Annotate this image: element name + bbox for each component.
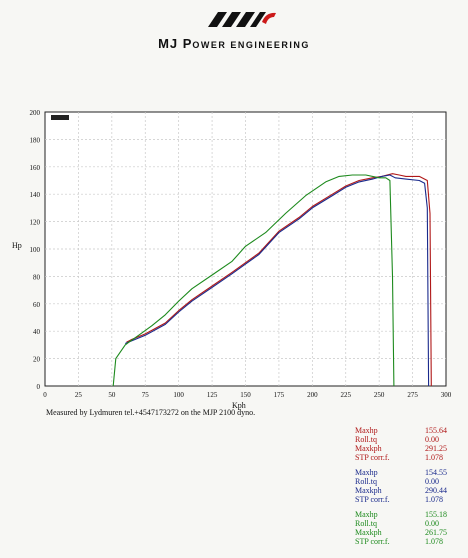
measurement-caption: Measured by Lydmuren tel.+4547173272 on … [46, 408, 256, 417]
stats-row: Maxkph 290.44 [355, 486, 465, 495]
brand-first: MJ [158, 36, 179, 51]
x-tick-label: 200 [307, 391, 318, 399]
y-axis-label: Hp [12, 241, 22, 250]
mjp-logo [208, 12, 276, 27]
stats-value: 1.078 [425, 537, 443, 546]
y-tick-label: 40 [33, 328, 41, 336]
x-tick-label: 225 [341, 391, 352, 399]
stats-label: Maxkph [355, 486, 382, 495]
x-tick-label: 50 [108, 391, 116, 399]
stats-value: 154.55 [425, 468, 447, 477]
stats-value: 1.078 [425, 495, 443, 504]
x-axis-label: Kph [232, 401, 246, 410]
x-tick-label: 150 [240, 391, 251, 399]
stats-label: STP corr.f. [355, 495, 390, 504]
y-tick-label: 140 [30, 191, 41, 199]
stats-label: STP corr.f. [355, 537, 390, 546]
brand-p: P [182, 36, 193, 51]
x-tick-label: 125 [207, 391, 218, 399]
stats-row: Roll.tq 0.00 [355, 519, 465, 528]
stats-row: Maxhp 154.55 [355, 468, 465, 477]
stats-value: 290.44 [425, 486, 447, 495]
y-tick-label: 120 [30, 219, 41, 227]
chart-corner-logo-icon [51, 115, 69, 120]
stats-value: 261.75 [425, 528, 447, 537]
stats-label: Maxhp [355, 426, 378, 435]
stats-value: 291.25 [425, 444, 447, 453]
y-tick-label: 0 [37, 383, 41, 391]
stats-label: STP corr.f. [355, 453, 390, 462]
stats-block-red: Maxhp 155.64 Roll.tq 0.00 Maxkph 291.25 STP co… [355, 426, 465, 462]
stats-label: Roll.tq [355, 477, 378, 486]
grid-lines [45, 112, 446, 386]
stats-row: Maxkph 261.75 [355, 528, 465, 537]
stats-row: Maxkph 291.25 [355, 444, 465, 453]
stats-row: Roll.tq 0.00 [355, 477, 465, 486]
stats-block-blue: Maxhp 154.55 Roll.tq 0.00 Maxkph 290.44 STP co… [355, 468, 465, 504]
stats-value: 0.00 [425, 519, 439, 528]
stats-label: Maxhp [355, 510, 378, 519]
brand-rest: OWER ENGINEERING [192, 40, 310, 50]
stats-row: STP corr.f. 1.078 [355, 537, 465, 546]
x-tick-label: 100 [173, 391, 184, 399]
stats-label: Maxkph [355, 444, 382, 453]
stats-row: Maxhp 155.18 [355, 510, 465, 519]
x-tick-label: 75 [142, 391, 150, 399]
x-tick-label: 250 [374, 391, 385, 399]
y-tick-label: 80 [33, 273, 41, 281]
stats-value: 1.078 [425, 453, 443, 462]
dyno-chart: 0 20 40 60 80 100 120 140 160 180 200 0 25 50 75 100 12… [12, 109, 452, 410]
brand-name: MJ POWER ENGINEERING [0, 36, 468, 51]
y-tick-label: 100 [30, 246, 41, 254]
stats-row: Maxhp 155.64 [355, 426, 465, 435]
stats-row: Roll.tq 0.00 [355, 435, 465, 444]
stats-value: 155.64 [425, 426, 447, 435]
x-tick-label: 25 [75, 391, 83, 399]
series-line-blue [124, 174, 430, 387]
y-tick-label: 60 [33, 301, 41, 309]
stats-block-green: Maxhp 155.18 Roll.tq 0.00 Maxkph 261.75 STP co… [355, 510, 465, 546]
y-tick-label: 200 [30, 109, 41, 117]
series-layer [112, 173, 432, 387]
x-tick-label: 300 [441, 391, 452, 399]
stats-row: STP corr.f. 1.078 [355, 453, 465, 462]
x-tick-label: 175 [274, 391, 285, 399]
stats-panel: Maxhp 155.64 Roll.tq 0.00 Maxkph 291.25 STP co… [355, 426, 465, 552]
x-tick-label: 275 [407, 391, 418, 399]
y-tick-labels: 0 20 40 60 80 100 120 140 160 180 200 [30, 109, 41, 391]
stats-row: STP corr.f. 1.078 [355, 495, 465, 504]
y-tick-label: 180 [30, 136, 41, 144]
stats-label: Roll.tq [355, 435, 378, 444]
stats-label: Maxkph [355, 528, 382, 537]
x-tick-label: 0 [43, 391, 47, 399]
stats-value: 0.00 [425, 435, 439, 444]
stats-value: 0.00 [425, 477, 439, 486]
series-line-red [126, 173, 432, 387]
stats-label: Roll.tq [355, 519, 378, 528]
stats-label: Maxhp [355, 468, 378, 477]
x-tick-labels: 0 25 50 75 100 125 150 175 200 225 250 275 300 [43, 391, 452, 399]
y-tick-label: 20 [33, 356, 41, 364]
series-line-green [112, 174, 395, 387]
logo-stripes-icon [208, 12, 276, 27]
stats-value: 155.18 [425, 510, 447, 519]
y-tick-label: 160 [30, 164, 41, 172]
